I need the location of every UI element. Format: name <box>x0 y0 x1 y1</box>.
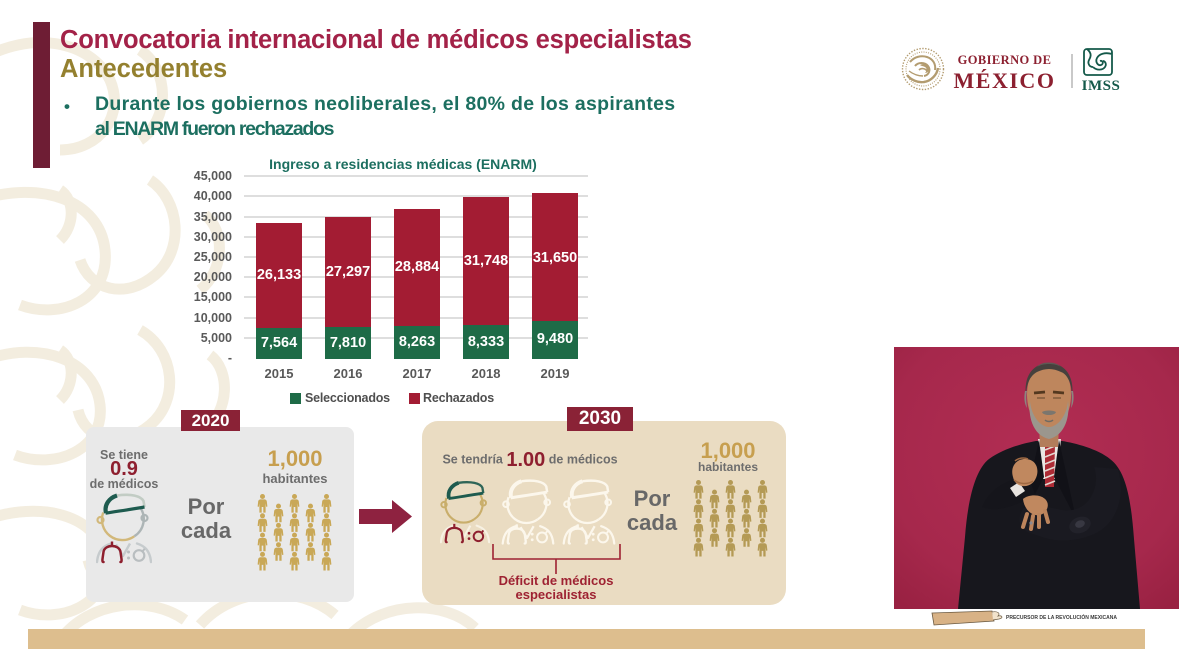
svg-text:PRECURSOR DE LA REVOLUCIÓN MEX: PRECURSOR DE LA REVOLUCIÓN MEXICANA <box>1006 613 1117 621</box>
